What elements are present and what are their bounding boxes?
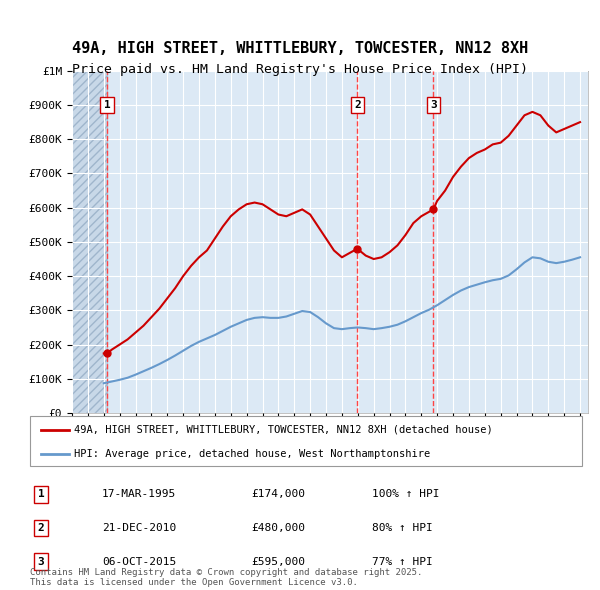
Text: 49A, HIGH STREET, WHITTLEBURY, TOWCESTER, NN12 8XH (detached house): 49A, HIGH STREET, WHITTLEBURY, TOWCESTER… <box>74 425 493 435</box>
Text: Price paid vs. HM Land Registry's House Price Index (HPI): Price paid vs. HM Land Registry's House … <box>72 63 528 76</box>
FancyBboxPatch shape <box>30 416 582 466</box>
Text: 80% ↑ HPI: 80% ↑ HPI <box>372 523 433 533</box>
Text: HPI: Average price, detached house, West Northamptonshire: HPI: Average price, detached house, West… <box>74 448 430 458</box>
Text: Contains HM Land Registry data © Crown copyright and database right 2025.
This d: Contains HM Land Registry data © Crown c… <box>30 568 422 587</box>
Text: £174,000: £174,000 <box>251 490 305 499</box>
Text: 77% ↑ HPI: 77% ↑ HPI <box>372 557 433 566</box>
Text: 100% ↑ HPI: 100% ↑ HPI <box>372 490 440 499</box>
Text: 49A, HIGH STREET, WHITTLEBURY, TOWCESTER, NN12 8XH: 49A, HIGH STREET, WHITTLEBURY, TOWCESTER… <box>72 41 528 56</box>
Text: 3: 3 <box>38 557 44 566</box>
Text: 06-OCT-2015: 06-OCT-2015 <box>102 557 176 566</box>
Text: 21-DEC-2010: 21-DEC-2010 <box>102 523 176 533</box>
Text: 1: 1 <box>38 490 44 499</box>
Text: 3: 3 <box>430 100 437 110</box>
Bar <box>72 71 107 413</box>
Text: 1: 1 <box>104 100 110 110</box>
Text: £480,000: £480,000 <box>251 523 305 533</box>
Text: £595,000: £595,000 <box>251 557 305 566</box>
Text: 2: 2 <box>354 100 361 110</box>
Bar <box>72 71 107 413</box>
Text: 17-MAR-1995: 17-MAR-1995 <box>102 490 176 499</box>
Text: 2: 2 <box>38 523 44 533</box>
